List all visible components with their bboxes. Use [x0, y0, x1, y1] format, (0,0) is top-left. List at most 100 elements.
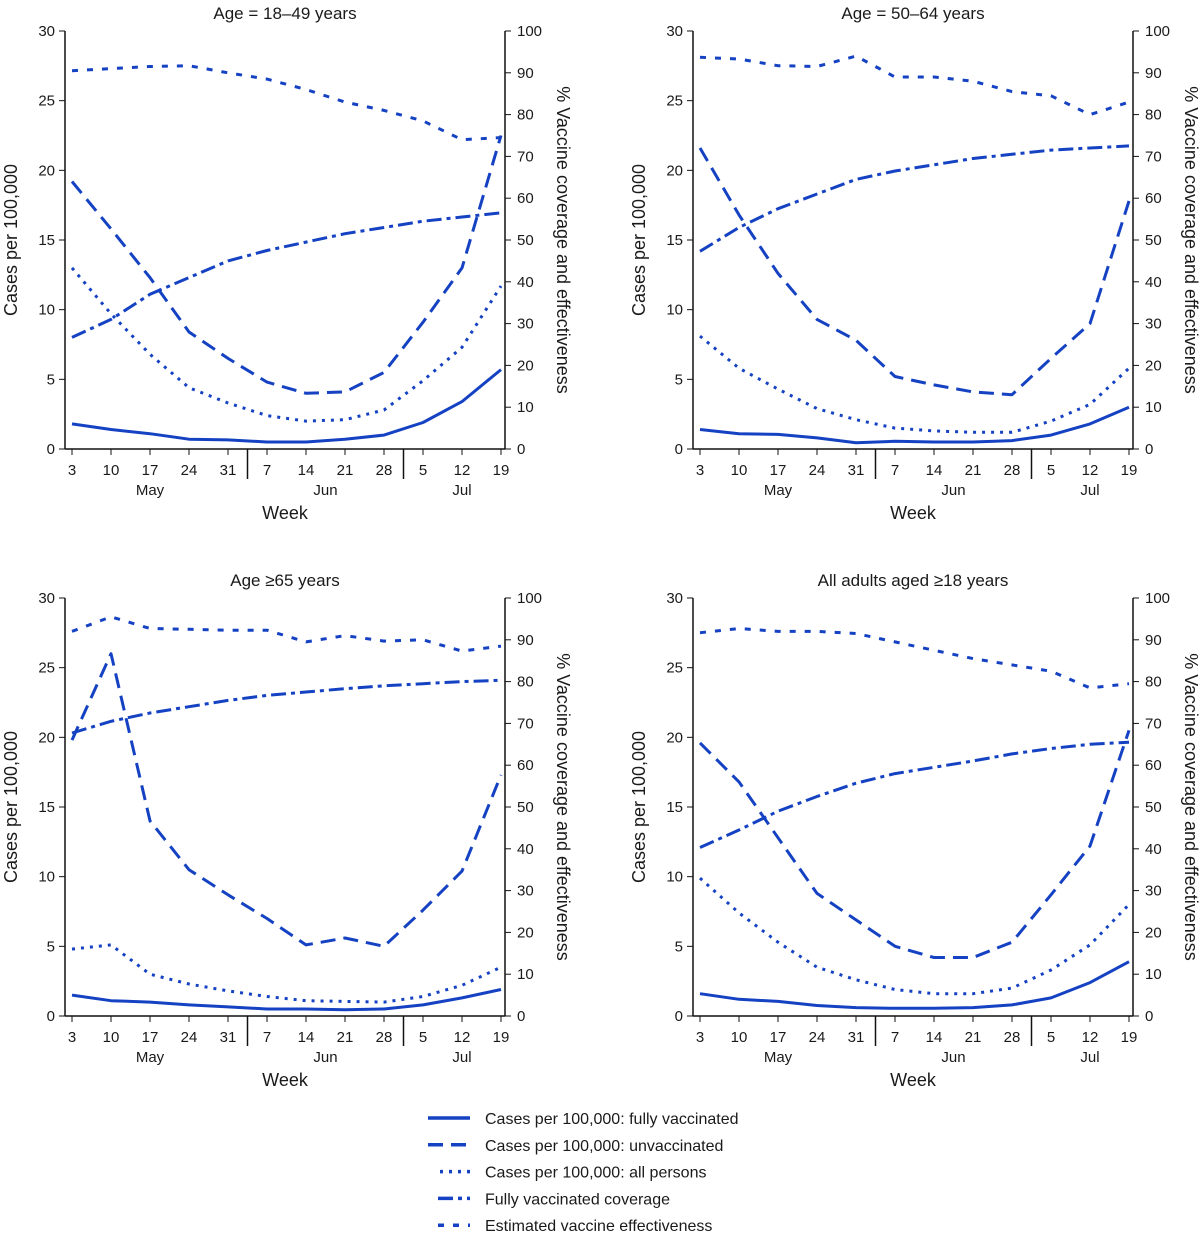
y-axis-title: Cases per 100,000	[1, 731, 21, 883]
y-tick-label: 20	[38, 729, 55, 746]
x-tick-label: 19	[493, 1029, 510, 1046]
x-tick-label: 12	[1082, 1029, 1099, 1046]
legend-item: Fully vaccinated coverage	[438, 1191, 670, 1208]
month-label: Jul	[452, 1049, 471, 1066]
series-line-unvaccinated	[70, 652, 503, 948]
chart-panel: All adults aged ≥18 years 0 5 10 15 20 25 30 0 10…	[629, 571, 1200, 1090]
x-tick-label: 21	[337, 462, 354, 479]
x-tick-label: 3	[696, 1029, 704, 1046]
y-tick-label: 30	[38, 23, 55, 40]
legend-label: Cases per 100,000: all persons	[485, 1165, 706, 1182]
x-tick-label: 14	[926, 1029, 943, 1046]
y-tick-label: 0	[47, 441, 55, 458]
y2-tick-label: 20	[517, 357, 534, 374]
series-line-coverage	[699, 740, 1130, 849]
x-tick-label: 31	[848, 1029, 865, 1046]
y2-tick-label: 30	[1145, 316, 1162, 333]
x-tick-label: 14	[298, 462, 315, 479]
month-label: May	[136, 482, 165, 499]
y-tick-label: 20	[666, 162, 683, 179]
series-line-all-persons	[699, 876, 1131, 996]
y-tick-label: 20	[666, 729, 683, 746]
y2-tick-label: 0	[517, 441, 525, 458]
x-tick-label: 28	[1004, 462, 1021, 479]
y2-axis-title: % Vaccine coverage and effectiveness	[1181, 86, 1200, 394]
y2-tick-label: 40	[517, 841, 534, 858]
y-tick-label: 5	[47, 938, 55, 955]
y2-tick-label: 50	[517, 232, 534, 249]
month-label: Jun	[313, 1049, 337, 1066]
y-tick-label: 10	[38, 869, 55, 886]
month-label: May	[764, 482, 793, 499]
y2-tick-label: 80	[1145, 674, 1162, 691]
series-line-fully-vaccinated	[71, 368, 502, 444]
legend-item: Cases per 100,000: unvaccinated	[428, 1138, 723, 1155]
x-tick-label: 17	[770, 462, 787, 479]
y-tick-label: 15	[38, 799, 55, 816]
x-tick-label: 21	[965, 462, 982, 479]
series-line-effectiveness	[71, 64, 502, 142]
legend-item: Cases per 100,000: all persons	[440, 1165, 706, 1182]
y-tick-label: 10	[666, 302, 683, 319]
y2-tick-label: 70	[517, 715, 534, 732]
x-tick-label: 28	[376, 462, 393, 479]
x-tick-label: 12	[1082, 462, 1099, 479]
month-label: Jul	[1080, 482, 1099, 499]
legend-label: Cases per 100,000: fully vaccinated	[485, 1111, 738, 1128]
series-line-unvaccinated	[70, 135, 503, 395]
y2-tick-label: 0	[1145, 1008, 1153, 1025]
y2-tick-label: 60	[1145, 757, 1162, 774]
x-tick-label: 3	[68, 1029, 76, 1046]
y-tick-label: 5	[47, 371, 55, 388]
y2-tick-label: 30	[1145, 883, 1162, 900]
month-label: Jun	[313, 482, 337, 499]
y2-axis-title: % Vaccine coverage and effectiveness	[1181, 653, 1200, 961]
legend-label: Estimated vaccine effectiveness	[485, 1218, 712, 1235]
series-line-unvaccinated	[698, 729, 1131, 959]
legend-item: Cases per 100,000: fully vaccinated	[428, 1111, 738, 1128]
series-line-coverage	[71, 678, 502, 735]
x-tick-label: 17	[142, 462, 159, 479]
month-label: Jul	[1080, 1049, 1099, 1066]
x-tick-label: 31	[220, 462, 237, 479]
panel-title: Age ≥65 years	[230, 571, 340, 590]
x-tick-label: 10	[103, 462, 120, 479]
x-tick-label: 17	[770, 1029, 787, 1046]
series-line-fully-vaccinated	[71, 988, 502, 1012]
x-tick-label: 7	[891, 462, 899, 479]
x-tick-label: 17	[142, 1029, 159, 1046]
x-tick-label: 19	[1121, 1029, 1138, 1046]
x-tick-label: 3	[68, 462, 76, 479]
y2-tick-label: 10	[1145, 966, 1162, 983]
x-axis-title: Week	[262, 503, 309, 523]
y2-tick-label: 50	[1145, 799, 1162, 816]
y-tick-label: 0	[47, 1008, 55, 1025]
y-tick-label: 25	[666, 93, 683, 110]
y2-tick-label: 20	[517, 924, 534, 941]
y-tick-label: 5	[675, 371, 683, 388]
x-tick-label: 5	[419, 1029, 427, 1046]
y2-tick-label: 70	[517, 148, 534, 165]
x-tick-label: 5	[419, 462, 427, 479]
y-tick-label: 0	[675, 1008, 683, 1025]
series-line-effectiveness	[699, 54, 1130, 117]
y-axis-title: Cases per 100,000	[1, 164, 21, 316]
series-line-coverage	[699, 144, 1130, 253]
y2-tick-label: 90	[517, 65, 534, 82]
x-tick-label: 12	[454, 1029, 471, 1046]
y2-tick-label: 100	[1145, 590, 1170, 607]
legend-item: Estimated vaccine effectiveness	[438, 1218, 712, 1235]
panel-title: Age = 18–49 years	[213, 4, 356, 23]
x-tick-label: 7	[263, 1029, 271, 1046]
y-tick-label: 10	[38, 302, 55, 319]
legend: Cases per 100,000: fully vaccinated Cases…	[428, 1111, 738, 1235]
y2-tick-label: 10	[517, 399, 534, 416]
series-line-all-persons	[71, 943, 502, 1004]
month-label: Jun	[941, 482, 965, 499]
month-label: May	[136, 1049, 165, 1066]
y2-tick-label: 0	[517, 1008, 525, 1025]
x-tick-label: 5	[1047, 462, 1055, 479]
x-tick-label: 7	[891, 1029, 899, 1046]
y-tick-label: 15	[666, 232, 683, 249]
